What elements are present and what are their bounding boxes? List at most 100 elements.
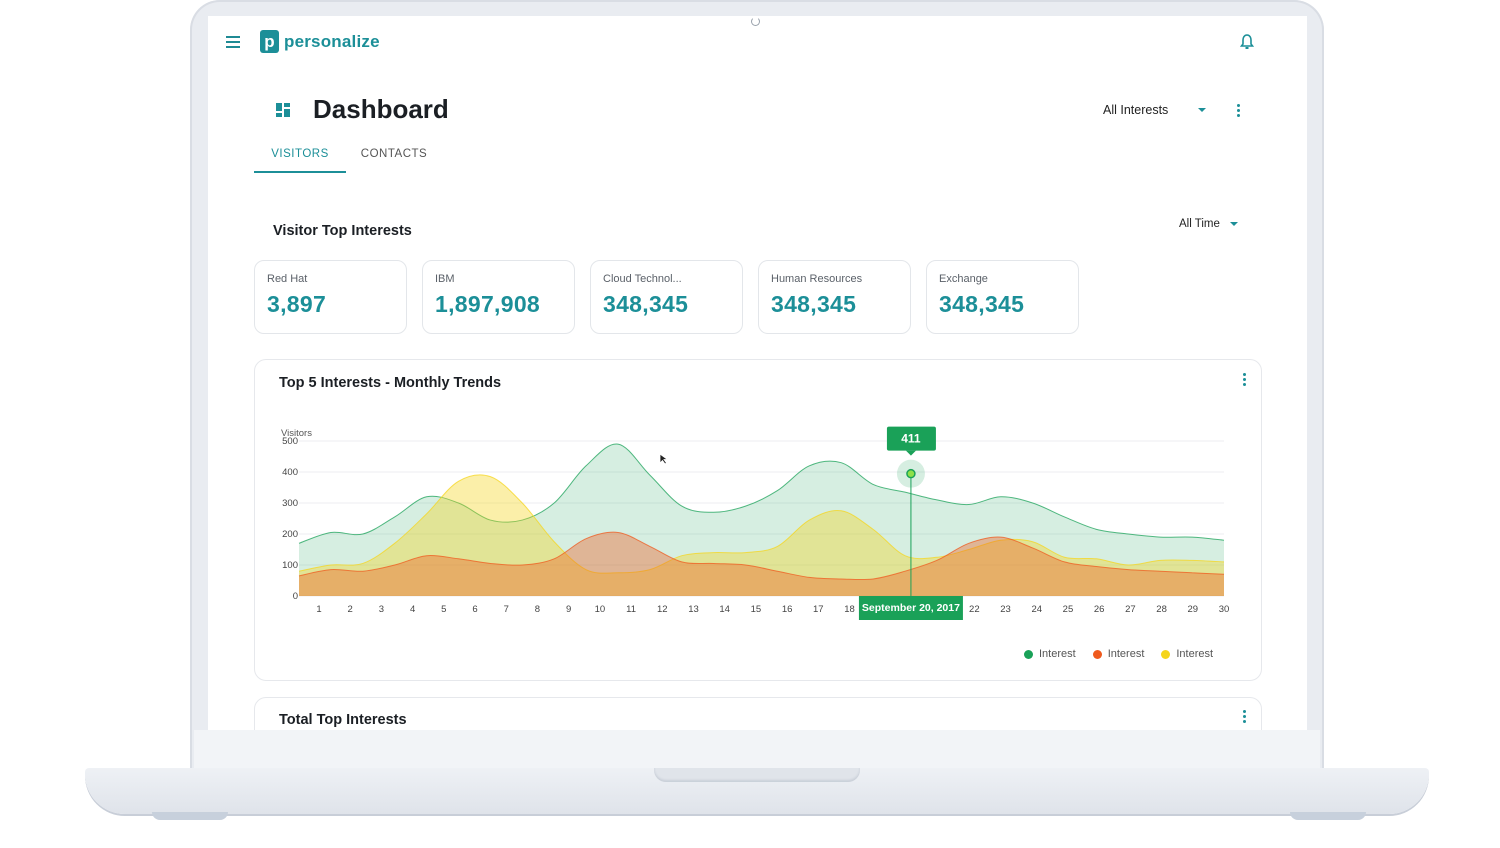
interest-card[interactable]: Cloud Technol... 348,345 (590, 260, 743, 334)
card-label: Cloud Technol... (603, 273, 682, 285)
logo[interactable]: p personalize (260, 30, 380, 53)
menu-icon[interactable] (226, 36, 240, 48)
x-tick-label: 12 (657, 604, 668, 615)
dashboard-icon (276, 103, 290, 117)
legend-label: Interest (1176, 648, 1214, 660)
trends-panel-title: Top 5 Interests - Monthly Trends (279, 375, 502, 391)
x-tick-label: 6 (472, 604, 477, 615)
x-tick-label: 28 (1156, 604, 1167, 615)
x-tick-label: 13 (688, 604, 699, 615)
y-tick-label: 100 (282, 560, 298, 571)
x-tick-label: 2 (348, 604, 353, 615)
y-tick-label: 500 (282, 436, 298, 447)
x-tick-label: 17 (813, 604, 824, 615)
series-line (298, 443, 1225, 544)
tab-bar: VISITORS CONTACTS (254, 148, 440, 173)
series-area (299, 474, 1224, 596)
interest-card[interactable]: Red Hat 3,897 (254, 260, 407, 334)
tooltip-value: 411 (901, 432, 921, 446)
interest-filter-dropdown[interactable]: All Interests (1103, 103, 1207, 117)
x-tick-label: 3 (379, 604, 384, 615)
x-tick-label: 11 (626, 604, 636, 615)
laptop-groove (654, 768, 860, 782)
screen-bezel (194, 730, 1320, 770)
tooltip-arrow (905, 450, 916, 456)
x-tick-label: 14 (719, 604, 730, 615)
legend-item[interactable]: Interest (1161, 648, 1213, 660)
x-tick-label: 24 (1031, 604, 1042, 615)
series-line (298, 474, 1225, 574)
card-label: Exchange (939, 273, 988, 285)
app-screen: p personalize Dashboard All Interests VI… (208, 16, 1307, 730)
series-area (299, 532, 1224, 596)
card-label: Human Resources (771, 273, 863, 285)
x-tick-label: 9 (566, 604, 571, 615)
legend-dot (1024, 649, 1033, 659)
x-tick-label: 29 (1188, 604, 1199, 615)
x-tick-label: 4 (410, 604, 415, 615)
interest-card[interactable]: IBM 1,897,908 (422, 260, 575, 334)
x-tick-label: 16 (782, 604, 793, 615)
tooltip-date: September 20, 2017 (862, 602, 960, 614)
laptop-foot (152, 812, 228, 820)
time-filter-dropdown[interactable]: All Time (1179, 218, 1238, 230)
tab-contacts[interactable]: CONTACTS (360, 148, 428, 160)
y-tick-label: 200 (282, 529, 298, 540)
legend-item[interactable]: Interest (1092, 648, 1145, 660)
card-label: IBM (435, 273, 455, 285)
x-tick-label: 27 (1125, 604, 1136, 615)
x-tick-label: 15 (751, 604, 762, 615)
x-tick-label: 22 (969, 604, 980, 615)
chart-legend: Interest Interest Interest (1024, 648, 1230, 660)
series-line (298, 531, 1225, 581)
y-tick-label: 300 (282, 498, 298, 509)
x-tick-label: 25 (1063, 604, 1074, 615)
card-value: 348,345 (603, 291, 689, 317)
legend-label: Interest (1107, 648, 1145, 660)
trends-panel (254, 359, 1262, 681)
x-tick-label: 23 (1000, 604, 1011, 615)
card-value: 1,897,908 (435, 291, 541, 317)
tooltip-point (906, 468, 916, 479)
camera-icon (751, 17, 760, 26)
interest-card[interactable]: Human Resources 348,345 (758, 260, 911, 334)
section-title: Visitor Top Interests (273, 223, 412, 239)
tooltip-value-box (886, 426, 936, 451)
y-axis-label: Visitors (281, 428, 312, 439)
more-options-icon[interactable] (1243, 710, 1247, 725)
card-label: Red Hat (267, 273, 308, 285)
total-panel-title: Total Top Interests (279, 712, 407, 728)
more-options-icon[interactable] (1237, 104, 1241, 119)
chevron-down-icon (1229, 222, 1238, 226)
bell-icon[interactable] (1240, 34, 1254, 50)
legend-item[interactable]: Interest (1024, 648, 1076, 660)
logo-mark: p (260, 30, 279, 53)
y-tick-label: 0 (293, 591, 298, 602)
legend-dot (1161, 649, 1171, 659)
more-options-icon[interactable] (1243, 373, 1247, 388)
tab-visitors[interactable]: VISITORS (254, 148, 346, 173)
x-tick-label: 8 (535, 604, 540, 615)
chevron-down-icon (1198, 108, 1207, 112)
legend-dot (1092, 649, 1102, 659)
card-value: 348,345 (771, 291, 857, 317)
series-area (299, 443, 1224, 596)
laptop-foot (1290, 812, 1366, 820)
tooltip-date-box (858, 596, 963, 620)
time-filter-value: All Time (1179, 218, 1220, 230)
legend-label: Interest (1039, 648, 1076, 660)
card-value: 3,897 (267, 291, 327, 317)
interest-filter-value: All Interests (1103, 103, 1169, 117)
y-tick-label: 400 (282, 467, 298, 478)
total-interests-panel (254, 697, 1262, 730)
card-value: 348,345 (939, 291, 1025, 317)
x-tick-label: 10 (595, 604, 606, 615)
x-tick-label: 18 (844, 604, 855, 615)
x-tick-label: 1 (316, 604, 321, 615)
mouse-cursor-icon (659, 453, 669, 465)
page-title: Dashboard (313, 94, 449, 124)
x-tick-label: 30 (1219, 604, 1230, 615)
interest-card[interactable]: Exchange 348,345 (926, 260, 1079, 334)
x-tick-label: 5 (441, 604, 446, 615)
